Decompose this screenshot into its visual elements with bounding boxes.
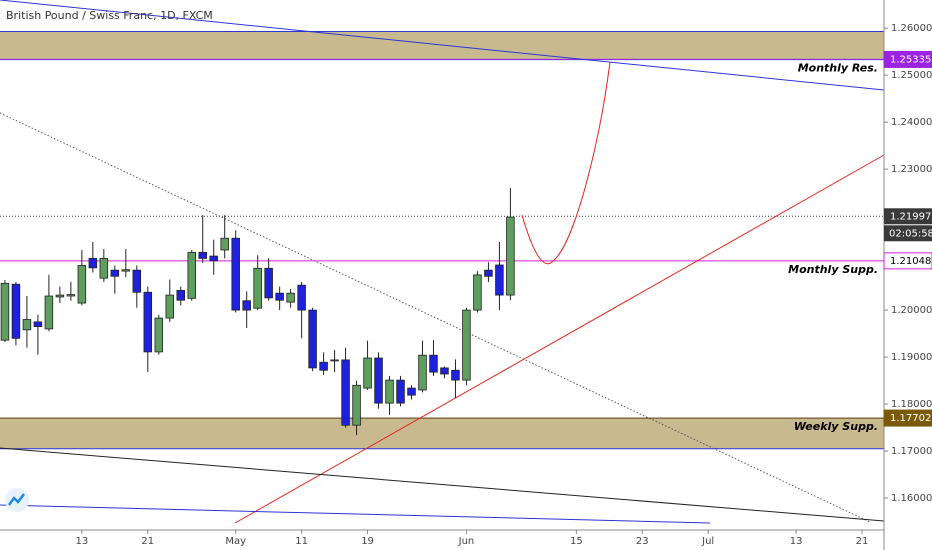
candle-body <box>187 251 196 299</box>
price-tag-label: 1.21997 <box>890 211 931 222</box>
y-tick-label: 1.24000 <box>891 117 932 128</box>
candle-body <box>363 357 372 389</box>
price-tag-label: 1.17702 <box>890 413 931 424</box>
price-tag <box>883 409 932 427</box>
x-tick-label: 15 <box>570 536 583 547</box>
x-tick-label: 23 <box>636 536 649 547</box>
x-tick-label: May <box>225 536 246 547</box>
logo <box>5 488 29 512</box>
candle-body <box>473 274 482 311</box>
candle-body <box>440 367 449 375</box>
countdown-tag <box>884 225 932 242</box>
candle-body <box>429 354 438 373</box>
price-tag <box>883 50 932 68</box>
axes: 1.16000 1.17000 1.18000 1.19000 1.20000 1.210… <box>75 23 932 547</box>
candle-body <box>231 237 240 311</box>
candle-body <box>0 282 10 341</box>
time-axis <box>0 530 884 550</box>
candle-body <box>154 317 164 353</box>
price-tag-label: 1.25335 <box>890 54 931 65</box>
levels: Monthly Res. Monthly Supp. Weekly Supp. <box>0 58 884 433</box>
candle-body <box>253 267 262 309</box>
candle-body <box>451 369 460 381</box>
y-tick-label: 1.26000 <box>891 23 932 34</box>
trend-line <box>0 504 711 524</box>
candle-body <box>132 269 142 293</box>
candle-body <box>396 379 405 404</box>
candle-body <box>143 291 153 353</box>
y-tick-label: 1.20000 <box>891 305 932 316</box>
candle-body <box>165 294 175 319</box>
candle-body <box>462 309 471 381</box>
candle-body <box>88 258 98 269</box>
candle-body <box>286 292 295 303</box>
candle-body <box>418 354 427 391</box>
candle-body <box>264 267 273 299</box>
candle-body <box>495 264 504 296</box>
candle-body <box>308 309 317 369</box>
level-name: Monthly Supp. <box>788 263 878 276</box>
candle-body <box>99 258 109 279</box>
candle-body <box>209 255 218 262</box>
x-tick-label: 19 <box>361 536 374 547</box>
candle-body <box>242 300 251 311</box>
y-tick-label: 1.16000 <box>891 493 932 504</box>
candle-body <box>484 269 493 277</box>
price-tag-label: 1.21048 <box>890 256 931 267</box>
trend-line <box>0 447 885 522</box>
candle-body <box>407 387 416 396</box>
x-tick-label: Jul <box>701 536 714 547</box>
zone <box>0 31 884 60</box>
x-tick-label: 21 <box>141 536 154 547</box>
y-tick-label: 1.19000 <box>891 352 932 363</box>
candle-body <box>33 321 43 327</box>
price-axis <box>884 0 932 550</box>
trend-line <box>0 0 885 91</box>
candle-body <box>374 357 383 404</box>
level-name: Weekly Supp. <box>794 420 878 433</box>
candle-body <box>297 284 306 311</box>
countdown: 02:05:58 <box>889 228 932 239</box>
forecast-path <box>521 61 611 265</box>
candle-body <box>176 289 186 301</box>
chart-title: British Pound / Swiss Franc, 1D, FXCM <box>6 9 213 22</box>
candle-body <box>66 294 76 297</box>
candle-body <box>330 359 339 362</box>
candle-body <box>11 283 21 339</box>
candle-body <box>319 361 328 371</box>
candle-body <box>121 269 131 272</box>
trend-line <box>234 154 885 524</box>
x-tick-label: 13 <box>75 536 88 547</box>
candle-body <box>77 265 87 304</box>
candle-body <box>22 319 32 331</box>
candle-body <box>506 216 515 296</box>
candle-body <box>385 379 394 404</box>
candle-body <box>110 269 120 277</box>
y-tick-label: 1.25000 <box>891 70 932 81</box>
zone <box>0 418 884 449</box>
candle-body <box>275 292 284 301</box>
candle-body <box>352 384 361 426</box>
x-tick-label: Jun <box>458 536 475 547</box>
trend-line <box>0 112 871 523</box>
y-tick-label: 1.23000 <box>891 164 932 175</box>
y-tick-label: 1.18000 <box>891 399 932 410</box>
candle-body <box>44 295 54 330</box>
candles <box>0 187 515 436</box>
price-tag <box>884 208 932 225</box>
price-tag <box>883 252 932 270</box>
y-tick-label: 1.17000 <box>891 446 932 457</box>
x-tick-label: 13 <box>790 536 803 547</box>
candle-body <box>55 294 65 298</box>
candle-body <box>198 251 207 259</box>
x-tick-label: 21 <box>856 536 869 547</box>
x-tick-label: 11 <box>295 536 308 547</box>
candle-body <box>341 359 350 426</box>
level-name: Monthly Res. <box>798 61 878 74</box>
candle-body <box>220 237 229 251</box>
